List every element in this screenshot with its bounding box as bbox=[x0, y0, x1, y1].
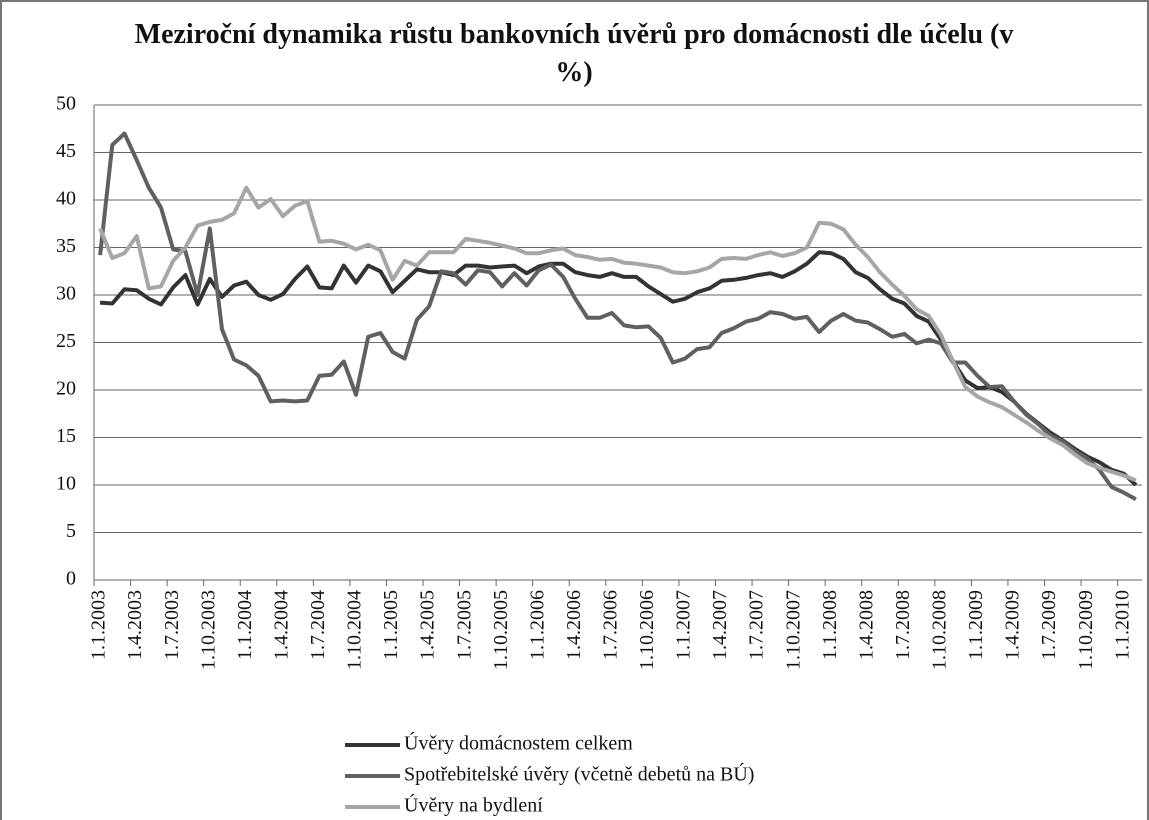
series-line bbox=[98, 185, 1137, 483]
x-tick-label: 1.10.2008 bbox=[929, 590, 951, 670]
x-tick-label: 1.7.2003 bbox=[161, 590, 183, 660]
y-tick-label: 30 bbox=[56, 283, 76, 305]
x-tick-label: 1.7.2006 bbox=[600, 590, 622, 660]
x-tick-label: 1.1.2006 bbox=[526, 590, 548, 660]
y-tick-label: 50 bbox=[56, 93, 76, 115]
x-tick-label: 1.10.2004 bbox=[344, 590, 366, 670]
legend-label: Úvěry domácnostem celkem bbox=[404, 731, 633, 755]
x-tick-label: 1.4.2006 bbox=[563, 590, 585, 660]
x-tick-label: 1.1.2003 bbox=[88, 590, 110, 660]
series-line bbox=[98, 131, 1137, 502]
x-tick-label: 1.4.2007 bbox=[709, 590, 731, 660]
x-tick-label: 1.1.2004 bbox=[234, 590, 256, 660]
series-line bbox=[99, 250, 1138, 487]
x-tick-label: 1.7.2007 bbox=[746, 590, 768, 660]
x-tick-label: 1.10.2005 bbox=[490, 590, 512, 670]
x-tick-label: 1.7.2005 bbox=[453, 590, 475, 660]
y-tick-label: 45 bbox=[56, 140, 76, 162]
x-tick-label: 1.10.2009 bbox=[1075, 590, 1097, 670]
x-tick-label: 1.4.2004 bbox=[270, 590, 292, 660]
legend-label: Spotřebitelské úvěry (včetně debetů na B… bbox=[404, 762, 754, 786]
x-tick-label: 1.7.2004 bbox=[307, 590, 329, 660]
y-tick-label: 5 bbox=[66, 520, 76, 542]
x-tick-label: 1.1.2005 bbox=[380, 590, 402, 660]
x-tick-label: 1.1.2009 bbox=[965, 590, 987, 660]
x-tick-label: 1.10.2007 bbox=[782, 590, 804, 670]
x-tick-label: 1.4.2003 bbox=[124, 590, 146, 660]
x-tick-label: 1.1.2010 bbox=[1111, 590, 1133, 660]
x-tick-label: 1.4.2005 bbox=[417, 590, 439, 660]
x-tick-label: 1.10.2006 bbox=[636, 590, 658, 670]
x-tick-label: 1.4.2008 bbox=[855, 590, 877, 660]
x-tick-label: 1.4.2009 bbox=[1002, 590, 1024, 660]
x-tick-label: 1.1.2007 bbox=[673, 590, 695, 660]
y-tick-label: 10 bbox=[56, 473, 76, 495]
y-tick-label: 35 bbox=[56, 235, 76, 257]
y-tick-label: 40 bbox=[56, 188, 76, 210]
legend-label: Úvěry na bydlení bbox=[404, 793, 543, 817]
x-tick-label: 1.7.2009 bbox=[1038, 590, 1060, 660]
y-tick-label: 25 bbox=[56, 330, 76, 352]
chart-title: Meziroční dynamika růstu bankovních úvěr… bbox=[134, 19, 1014, 88]
y-tick-label: 20 bbox=[56, 378, 76, 400]
x-tick-label: 1.10.2003 bbox=[197, 590, 219, 670]
y-tick-label: 15 bbox=[56, 425, 76, 447]
x-tick-label: 1.1.2008 bbox=[819, 590, 841, 660]
y-tick-label: 0 bbox=[66, 568, 76, 590]
x-tick-label: 1.7.2008 bbox=[892, 590, 914, 660]
